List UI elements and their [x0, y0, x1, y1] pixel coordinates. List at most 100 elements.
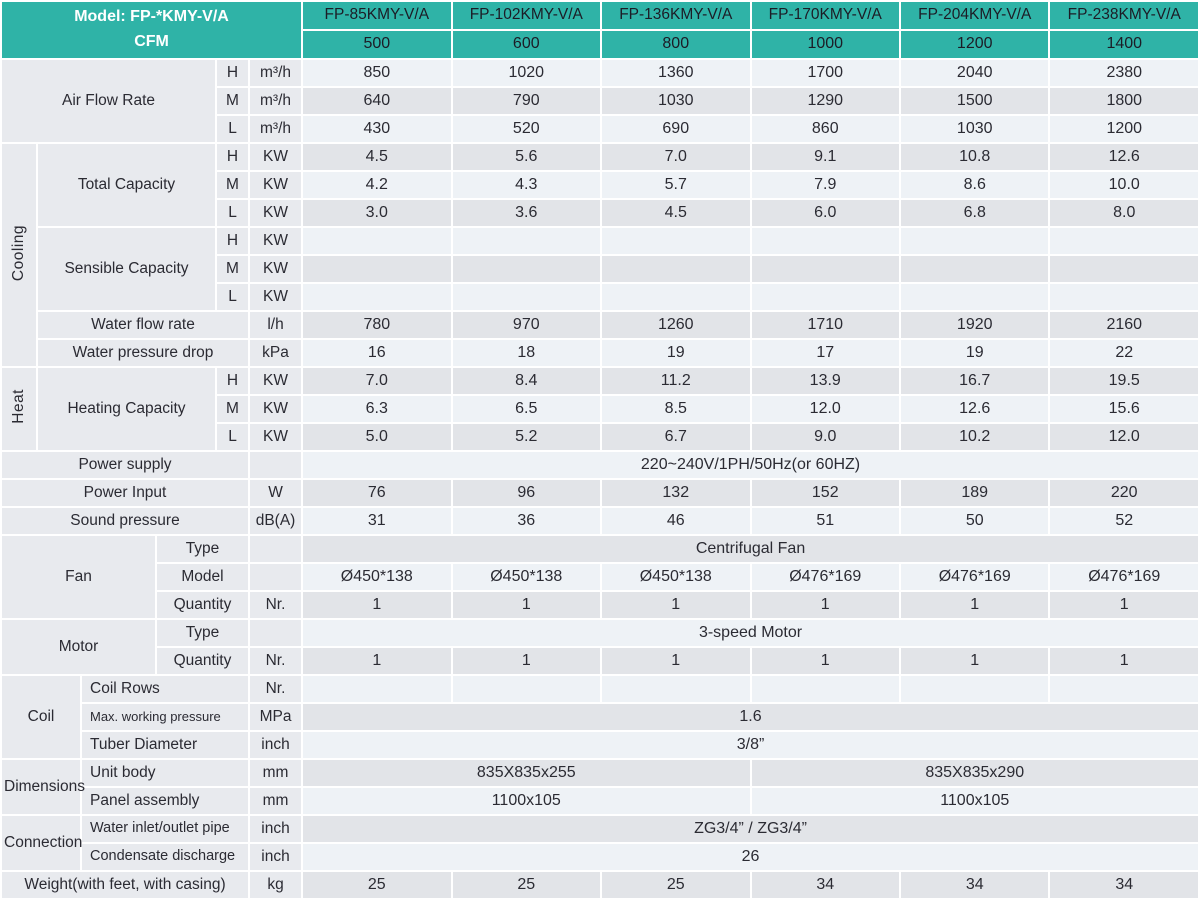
table-row: Heat Heating Capacity H KW 7.0 8.4 11.2 … [0, 366, 1200, 452]
model-name: FP-204KMY-V/A [898, 0, 1051, 31]
label-fan-model: Model [155, 562, 250, 592]
value-max-working-pressure: 1.6 [301, 702, 1200, 732]
table-row: Sound pressure dB(A) 31 36 46 51 50 52 [0, 506, 1200, 536]
label-total-capacity: Total Capacity [36, 142, 217, 228]
table-row: Cooling Total Capacity H KW 4.5 5.6 7.0 … [0, 142, 1200, 368]
value-cell: 1 [301, 646, 453, 676]
value-cell: 430 [301, 114, 453, 144]
table-row: Panel assembly mm 1100x105 1100x105 [1, 786, 1200, 816]
table-row: L KW [1, 282, 1200, 312]
value-cell: 5.0 [301, 422, 453, 452]
label-speed-m: M [215, 170, 250, 200]
label-speed-h: H [215, 58, 250, 88]
value-fan-type: Centrifugal Fan [301, 534, 1200, 564]
value-cell: 11.2 [600, 366, 752, 396]
value-cell [600, 254, 752, 284]
value-cell: 4.5 [600, 198, 752, 228]
table-row: Sensible Capacity H KW [1, 226, 1200, 312]
value-cell: 12.6 [1048, 142, 1200, 172]
group-heat: Heat [0, 366, 38, 452]
label-power-supply: Power supply [0, 450, 250, 480]
value-cell: 2160 [1048, 310, 1200, 340]
unit-kw: KW [247, 170, 304, 200]
table-row: Quantity Nr. 1 1 1 1 1 1 [1, 590, 1200, 620]
value-cell: 132 [600, 478, 752, 508]
value-cell [450, 254, 603, 284]
table-row: Quantity Nr. 1 1 1 1 1 1 [1, 646, 1200, 676]
unit-mpa: MPa [247, 702, 304, 732]
label-speed-m: M [215, 86, 250, 116]
value-cell: 13.9 [749, 366, 901, 396]
model-name: FP-85KMY-V/A [301, 0, 453, 31]
value-cell: 1290 [749, 86, 901, 116]
value-cell [1048, 226, 1200, 256]
label-speed-m: M [215, 254, 250, 284]
value-cell: 4.2 [301, 170, 453, 200]
value-cell: 1 [600, 590, 752, 620]
unit-nr: Nr. [247, 590, 304, 620]
value-condensate-discharge: 26 [301, 842, 1200, 872]
value-cell: 5.6 [450, 142, 603, 172]
value-cell: 7.9 [749, 170, 901, 200]
cfm-value: 1400 [1048, 29, 1200, 60]
value-cell [450, 674, 603, 704]
value-cell: 1710 [749, 310, 901, 340]
table-row: Water flow rate l/h 780 970 1260 1710 19… [1, 310, 1200, 340]
table-row: Power Input W 76 96 132 152 189 220 [0, 478, 1200, 508]
value-cell: Ø476*169 [898, 562, 1051, 592]
label-max-working-pressure: Max. working pressure [80, 702, 250, 732]
unit-nr: Nr. [247, 646, 304, 676]
model-name: FP-102KMY-V/A [450, 0, 603, 31]
value-cell: 220 [1048, 478, 1200, 508]
value-cell [600, 674, 752, 704]
value-cell: Ø476*169 [749, 562, 901, 592]
value-cell: 6.7 [600, 422, 752, 452]
unit-empty [247, 450, 304, 480]
value-tuber-diameter: 3/8” [301, 730, 1200, 760]
value-cell: 8.6 [898, 170, 1051, 200]
model-name: FP-238KMY-V/A [1048, 0, 1200, 31]
value-cell: 16 [301, 338, 453, 368]
value-water-inlet-outlet-pipe: ZG3/4” / ZG3/4” [301, 814, 1200, 844]
table-row: Coil Coil Rows Nr. [0, 674, 1200, 760]
value-cell: 1 [450, 590, 603, 620]
value-panel-assembly-small: 1100x105 [301, 786, 752, 816]
value-cell: 7.0 [600, 142, 752, 172]
value-cell: 12.6 [898, 394, 1051, 424]
value-cell: 189 [898, 478, 1051, 508]
value-cell: 22 [1048, 338, 1200, 368]
table-row: L m³/h 430 520 690 860 1030 1200 [1, 114, 1200, 144]
value-cell: 520 [450, 114, 603, 144]
value-cell: 152 [749, 478, 901, 508]
label-condensate-discharge: Condensate discharge [80, 842, 250, 872]
value-cell: 18 [450, 338, 603, 368]
model-label: Model: FP-*KMY-V/A [74, 8, 229, 26]
unit-kw: KW [247, 394, 304, 424]
unit-dba: dB(A) [247, 506, 304, 536]
value-cell: 1 [1048, 646, 1200, 676]
unit-empty [247, 618, 304, 648]
value-cell [749, 254, 901, 284]
value-cell [898, 254, 1051, 284]
table-row: Water pressure drop kPa 16 18 19 17 19 2… [1, 338, 1200, 368]
value-cell: 25 [301, 870, 453, 900]
value-cell: 10.0 [1048, 170, 1200, 200]
label-sound-pressure: Sound pressure [0, 506, 250, 536]
unit-mm: mm [247, 758, 304, 788]
label-speed-l: L [215, 282, 250, 312]
table-row: Power supply 220~240V/1PH/50Hz(or 60HZ) [0, 450, 1200, 480]
unit-m3h: m³/h [247, 58, 304, 88]
value-cell: 1920 [898, 310, 1051, 340]
value-cell [898, 282, 1051, 312]
value-cell: 10.2 [898, 422, 1051, 452]
value-cell [749, 282, 901, 312]
table-row: Condensate discharge inch 26 [1, 842, 1200, 872]
value-cell [301, 254, 453, 284]
label-water-inlet-outlet-pipe: Water inlet/outlet pipe [80, 814, 250, 844]
unit-w: W [247, 478, 304, 508]
table-row: Model: FP-*KMY-V/A CFM FP-85KMY-V/A FP-1… [0, 0, 1200, 60]
model-name: FP-170KMY-V/A [749, 0, 901, 31]
value-cell: 50 [898, 506, 1051, 536]
value-cell: Ø450*138 [600, 562, 752, 592]
